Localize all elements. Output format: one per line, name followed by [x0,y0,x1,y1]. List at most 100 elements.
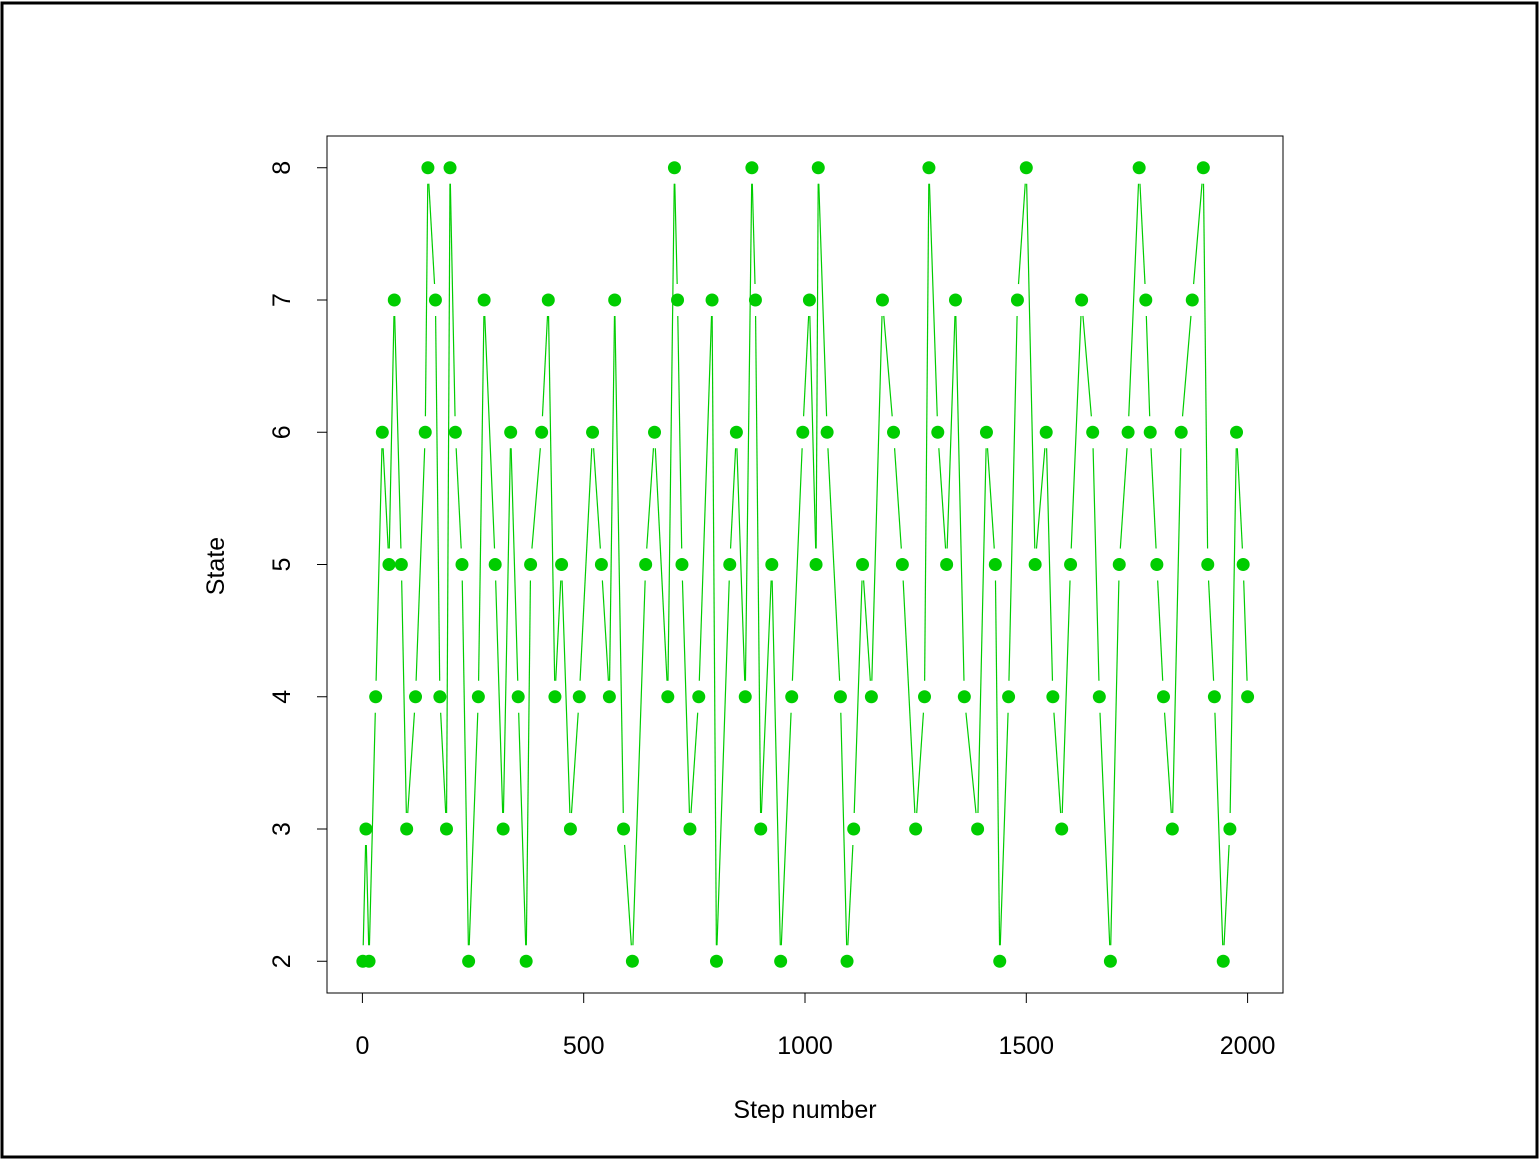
data-point [1046,690,1060,704]
data-point [957,690,971,704]
data-point [796,425,810,439]
data-point [471,690,485,704]
data-point [671,293,685,307]
data-point [1201,558,1215,571]
series-segment [1070,315,1082,549]
data-point [440,822,453,836]
data-point [765,558,779,571]
series-segment [382,448,389,549]
data-point [548,690,562,704]
data-point [488,558,502,571]
series-segment [593,448,601,549]
series-segment [1157,580,1164,681]
series-segment [871,315,883,681]
series-segment [827,448,841,681]
series-segment [736,448,746,681]
data-layer [356,161,1255,968]
data-point [754,822,768,836]
y-tick-label: 2 [268,954,296,968]
series-segment [394,315,402,549]
series-segment [1181,315,1192,417]
series-segment [986,448,995,549]
data-point [375,425,389,439]
series-segment [1229,448,1237,814]
data-point [511,690,525,704]
series-segment [780,712,792,946]
series-segment [924,183,930,681]
series-segment [677,315,683,549]
series-segment [965,712,977,814]
x-tick-label: 1000 [777,1032,833,1060]
series-segment [555,580,562,681]
data-point [1150,558,1164,571]
series-segment [415,448,426,681]
data-point [667,161,681,175]
series-segment [1214,712,1224,946]
y-tick-label: 5 [268,558,296,572]
data-point [1139,293,1153,307]
data-point [1143,425,1157,439]
series-segment [484,315,496,549]
data-point [895,558,909,571]
series-segment [994,580,1001,946]
data-point [448,425,462,439]
data-point [362,954,376,968]
series-segment [1145,315,1151,417]
series-segment [561,580,571,814]
series-segment [1008,315,1018,681]
data-point [418,425,432,439]
data-point [496,822,510,836]
series-segment [428,183,436,285]
series-segment [531,448,541,549]
series-segment [955,315,965,681]
series-segment [1026,183,1036,549]
data-point [421,161,435,175]
series-segment [863,580,871,681]
series-segment [614,315,624,814]
x-tick-label: 0 [355,1032,369,1060]
data-point [971,822,985,836]
data-point [409,690,423,704]
data-point [1174,425,1188,439]
data-point [359,822,373,836]
data-point [723,558,737,571]
data-point [847,822,861,836]
series-segment [791,448,803,681]
series-segment [1099,712,1111,946]
series-segment [510,448,519,681]
data-point [563,822,577,836]
series-segment [977,448,987,814]
x-tick-label: 500 [563,1032,605,1060]
series-segment [1110,580,1120,946]
data-point [455,558,469,571]
data-point [1121,425,1135,439]
series-segment [579,448,593,681]
data-point [602,690,616,704]
data-point [608,293,622,307]
series-segment [1172,448,1182,814]
series-segment [1243,580,1248,681]
series-segment [840,712,848,946]
series-segment [744,183,753,681]
series-segment [809,315,817,549]
data-point [535,425,549,439]
data-point [1165,822,1179,836]
data-point [1230,425,1244,439]
series-segment [853,580,863,814]
series-segment [375,448,383,681]
series-segment [893,448,902,549]
data-point [1185,293,1199,307]
series-segment [455,448,462,549]
series-segment [1119,448,1128,549]
data-point [400,822,414,836]
series-segment [690,712,699,814]
data-point [1132,161,1146,175]
series-segment [818,183,828,417]
series-segment [608,315,616,681]
y-tick-label: 8 [268,161,296,175]
data-point [979,425,993,439]
series-segment [445,183,451,814]
series-segment [883,315,893,417]
